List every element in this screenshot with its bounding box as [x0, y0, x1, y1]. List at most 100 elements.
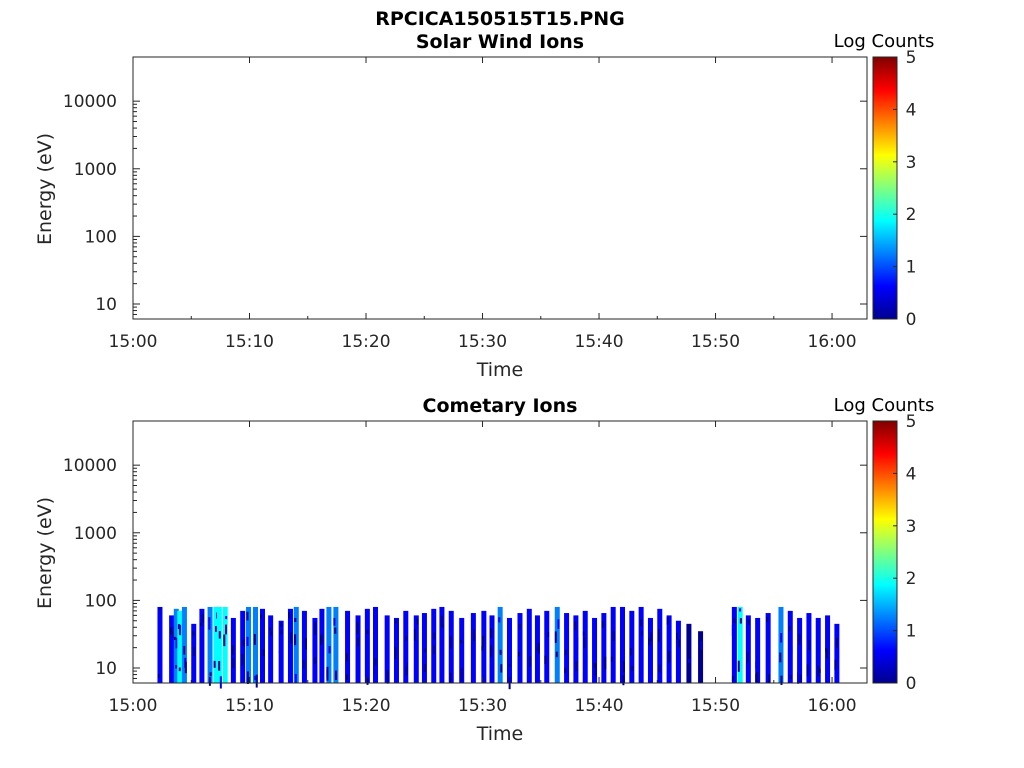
- y-tick-label: 10000: [63, 92, 117, 112]
- spectrogram-speckle: [460, 639, 463, 644]
- spectrogram-speckle: [326, 669, 329, 681]
- spectrogram-speckle: [170, 622, 173, 631]
- solar-wind-xlabel: Time: [476, 359, 524, 381]
- spectrogram-speckle: [767, 625, 770, 629]
- colorbar-tick-label: 0: [906, 674, 917, 694]
- spectrogram-speckle: [269, 627, 272, 631]
- spectrogram-speckle: [345, 653, 348, 662]
- spectrogram-column: [413, 615, 419, 683]
- spectrogram-speckle: [836, 637, 839, 648]
- solar-wind-ticks: 15:00 15:10 15:20 15:30 15:40 15:50 16:00 10 100…: [63, 57, 867, 352]
- spectrogram-speckle: [649, 632, 652, 642]
- x-tick-label: 16:00: [808, 696, 857, 716]
- spectrogram-speckle: [449, 625, 452, 632]
- spectrogram-speckle: [374, 658, 377, 666]
- spectrogram-column: [169, 615, 175, 683]
- spectrogram-speckle: [631, 636, 634, 644]
- spectrogram-speckle: [622, 661, 625, 673]
- cometary-ylabel: Energy (eV): [34, 497, 56, 609]
- spectrogram-speckle: [483, 652, 486, 662]
- spectrogram-speckle: [631, 665, 634, 671]
- spectrogram-speckle: [640, 619, 643, 627]
- spectrogram-column: [592, 617, 598, 683]
- spectrogram-speckle: [575, 661, 578, 671]
- spectrogram-speckle: [288, 611, 291, 619]
- spectrogram-column: [319, 608, 325, 683]
- spectrogram-speckle: [747, 662, 750, 671]
- colorbar-tick-label: 1: [906, 622, 917, 642]
- spectrogram-column: [181, 606, 187, 683]
- spectrogram-speckle: [367, 665, 370, 678]
- spectrogram-speckle: [335, 670, 338, 680]
- spectrogram-speckle: [290, 632, 293, 646]
- spectrogram-speckle: [320, 634, 323, 644]
- x-tick-label: 15:20: [342, 332, 391, 352]
- spectrogram-column: [421, 613, 427, 683]
- spectrogram-speckle: [449, 636, 452, 649]
- spectrogram-speckle: [640, 630, 643, 636]
- spectrogram-speckle: [374, 666, 377, 674]
- spectrogram-speckle: [270, 631, 273, 636]
- spectrogram-speckle: [386, 670, 389, 680]
- spectrogram-column: [301, 610, 307, 683]
- spectrogram-speckle: [594, 663, 597, 677]
- spectrogram-speckle: [790, 646, 793, 655]
- spectrogram-speckle: [536, 647, 539, 651]
- colorbar-tick-label: 1: [906, 258, 917, 278]
- figure-title: RPCICA150515T15.PNG: [375, 8, 625, 30]
- spectrogram-speckle: [304, 638, 307, 650]
- colorbar-tick-label: 3: [906, 153, 917, 173]
- spectrogram-speckle: [529, 656, 532, 661]
- spectrogram-column: [526, 608, 532, 683]
- spectrogram-speckle: [192, 631, 195, 639]
- spectrogram-column: [278, 620, 284, 683]
- x-tick-label: 15:00: [109, 332, 158, 352]
- spectrogram-speckle: [175, 665, 178, 669]
- spectrogram-column: [629, 610, 635, 683]
- spectrogram-speckle: [314, 635, 317, 639]
- spectrogram-speckle: [799, 674, 802, 682]
- spectrogram-speckle: [658, 664, 661, 673]
- spectrogram-speckle: [817, 665, 820, 677]
- spectrogram-speckle: [260, 614, 263, 619]
- spectrogram-speckle: [440, 615, 443, 627]
- spectrogram-column: [686, 623, 692, 683]
- spectrogram-speckle: [213, 660, 216, 668]
- spectrogram-speckle: [183, 645, 186, 655]
- spectrogram-speckle: [739, 608, 742, 612]
- spectrogram-column: [638, 606, 644, 683]
- spectrogram-speckle: [582, 631, 585, 636]
- spectrogram-column: [216, 606, 222, 683]
- spectrogram-speckle: [280, 629, 283, 635]
- spectrogram-speckle: [218, 631, 221, 639]
- cometary-colorbar: [872, 420, 898, 684]
- spectrogram-column: [459, 617, 465, 683]
- spectrogram-column: [439, 606, 445, 683]
- spectrogram-speckle: [416, 618, 419, 625]
- spectrogram-speckle: [755, 661, 758, 669]
- spectrogram-speckle: [433, 645, 436, 655]
- spectrogram-speckle: [545, 664, 548, 669]
- spectrogram-speckle: [280, 622, 283, 627]
- colorbar-tick-label: 0: [906, 310, 917, 330]
- spectrogram-column: [259, 608, 265, 683]
- spectrogram-column: [755, 617, 761, 683]
- spectrogram-column: [481, 610, 487, 683]
- spectrogram-speckle: [499, 649, 502, 655]
- spectrogram-speckle: [733, 618, 736, 624]
- spectrogram-speckle: [290, 643, 293, 656]
- spectrogram-speckle: [201, 613, 204, 623]
- spectrogram-speckle: [574, 621, 577, 630]
- spectrogram-speckle: [739, 618, 742, 624]
- x-tick-label: 15:30: [458, 696, 507, 716]
- spectrogram-speckle: [699, 655, 702, 667]
- spectrogram-speckle: [604, 656, 607, 670]
- spectrogram-speckle: [798, 633, 801, 645]
- spectrogram-speckle: [490, 645, 493, 658]
- spectrogram-speckle: [404, 661, 407, 667]
- spectrogram-speckle: [806, 664, 809, 677]
- spectrogram-column: [517, 613, 523, 683]
- spectrogram-speckle: [756, 672, 759, 683]
- spectrogram-speckle: [347, 659, 350, 670]
